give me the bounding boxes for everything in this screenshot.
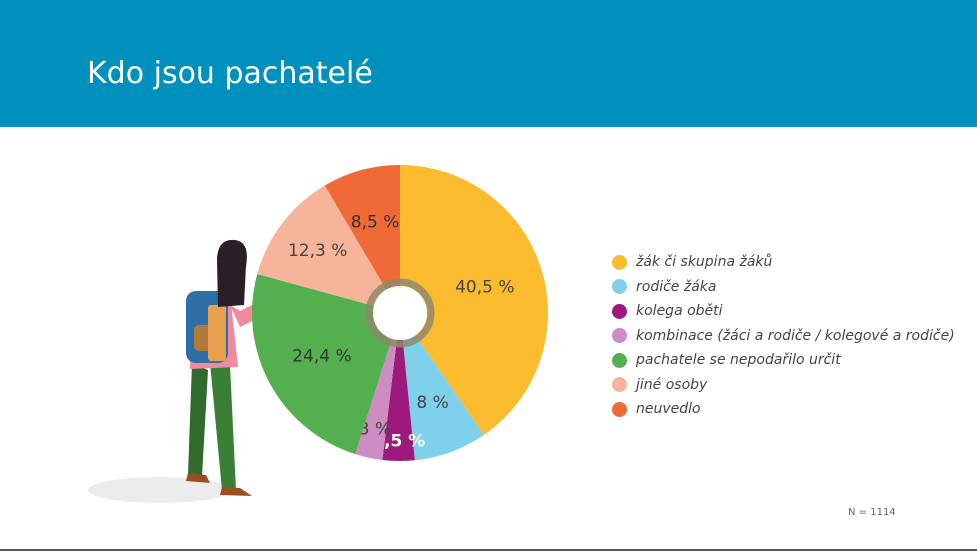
legend-item: rodiče žáka [612,275,955,300]
legend-label: jiné osoby [636,376,708,393]
pie-slice-3 [355,313,400,460]
legend-label: pachatele se nepodařilo určit [636,352,841,369]
legend-label: rodiče žáka [636,278,717,295]
pie-slice-1 [400,313,484,461]
slice-label-6: 8,5 % [351,213,400,233]
header-bar [0,0,977,127]
person-illustration [88,239,260,503]
legend-swatch [612,328,627,344]
page-title: Kdo jsou pachatelé [87,56,373,91]
legend-item: pachatele se nepodařilo určit [612,348,955,373]
legend-swatch [612,303,627,319]
pie-slice-6 [324,165,400,313]
slice-label-4: 24,4 % [292,346,351,366]
slice-label-1: 8 % [416,393,448,413]
legend-label: žák či skupina žáků [636,254,773,271]
slice-label-2: 3,5 % [372,431,425,451]
sample-size-note: N = 1114 [848,507,896,518]
legend-item: kombinace (žáci a rodiče / kolegové a ro… [612,324,955,349]
legend: žák či skupina žáků rodiče žáka kolega obě… [612,250,955,422]
pie-slice-5 [257,185,400,313]
center-hole [373,286,427,340]
center-ring [365,278,435,348]
legend-item: kolega oběti [612,299,955,324]
legend-swatch [612,279,627,295]
legend-swatch [612,254,627,270]
legend-label: neuvedlo [636,401,701,418]
slice-label-5: 12,3 % [288,241,347,261]
legend-swatch [612,401,627,417]
bottom-divider [0,549,977,551]
legend-item: jiné osoby [612,373,955,398]
legend-item: žák či skupina žáků [612,250,955,275]
pie-slice-0 [400,165,548,435]
legend-swatch [612,352,627,368]
legend-label: kolega oběti [636,303,723,320]
pie-slice-4 [252,274,400,455]
pie-slice-2 [382,313,415,462]
slice-label-0: 40,5 % [455,278,514,298]
legend-item: neuvedlo [612,397,955,422]
slice-label-3: 3 % [359,420,391,440]
legend-label: kombinace (žáci a rodiče / kolegové a ro… [636,327,955,344]
legend-swatch [612,377,627,393]
